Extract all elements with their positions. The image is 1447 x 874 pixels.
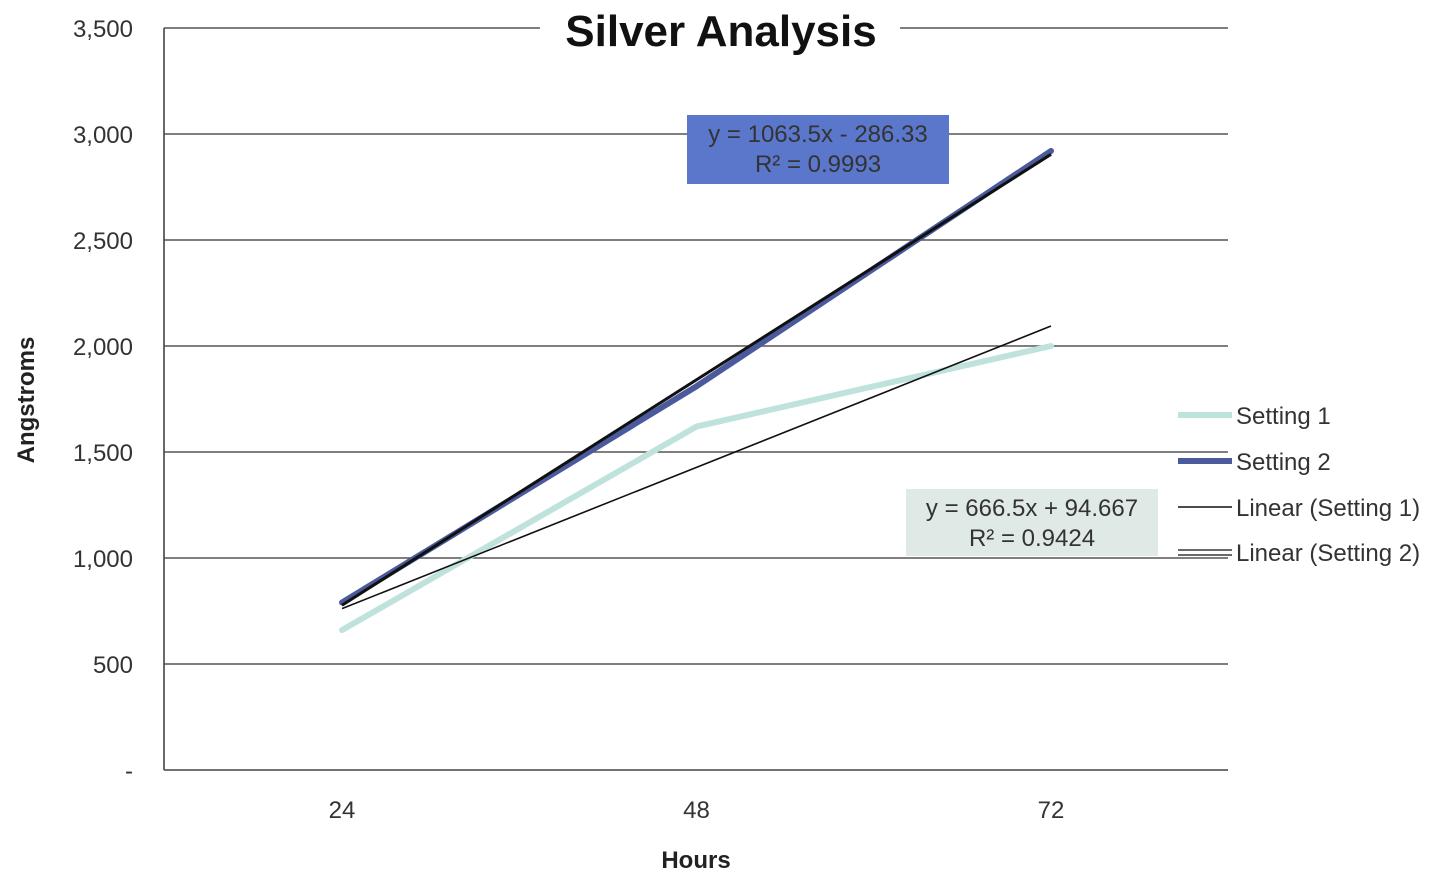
legend-label-setting-2: Setting 2	[1236, 449, 1331, 476]
trendline-equation-setting-1: y = 666.5x + 94.667 R² = 0.9424	[906, 489, 1158, 556]
y-tick-label: 500	[93, 652, 133, 679]
y-tick-label: 2,000	[73, 334, 133, 361]
y-tick-label: -	[125, 758, 133, 785]
legend-label-linear-setting-1: Linear (Setting 1)	[1236, 495, 1420, 522]
axes	[163, 28, 1228, 771]
equation-box-setting-2	[687, 115, 949, 184]
y-tick-label: 2,500	[73, 228, 133, 255]
x-tick-label: 48	[683, 797, 710, 824]
legend-item-setting-1: Setting 1	[1178, 403, 1331, 430]
trendline-linear-setting-2	[341, 153, 1052, 607]
y-axis-title: Angstroms	[13, 337, 40, 464]
legend-item-linear-setting-1: Linear (Setting 1)	[1178, 495, 1420, 522]
legend-item-linear-setting-2: Linear (Setting 2)	[1178, 540, 1420, 567]
legend: Setting 1 Setting 2 Linear (Setting 1) L…	[1178, 403, 1420, 567]
trendline-linear-setting-1	[341, 325, 1052, 610]
legend-label-linear-setting-2: Linear (Setting 2)	[1236, 540, 1420, 567]
x-axis-title: Hours	[661, 847, 730, 874]
y-tick-label: 1,000	[73, 546, 133, 573]
equation-setting-1: y = 666.5x + 94.667	[926, 495, 1138, 522]
y-tick-label: 3,500	[73, 16, 133, 43]
y-tick-label: 3,000	[73, 122, 133, 149]
x-tick-labels: 24 48 72	[329, 797, 1065, 824]
legend-label-setting-1: Setting 1	[1236, 403, 1331, 430]
chart-title: Silver Analysis	[565, 7, 876, 56]
equation-setting-2: y = 1063.5x - 286.33	[708, 121, 928, 148]
x-tick-label: 24	[329, 797, 356, 824]
legend-item-setting-2: Setting 2	[1178, 449, 1331, 476]
trendlines	[341, 153, 1052, 610]
trendline-equation-setting-2: y = 1063.5x - 286.33 R² = 0.9993	[687, 115, 949, 184]
x-tick-label: 72	[1038, 797, 1065, 824]
y-tick-labels: - 500 1,000 1,500 2,000 2,500 3,000 3,500	[73, 16, 133, 785]
r-squared-setting-2: R² = 0.9993	[755, 151, 881, 178]
r-squared-setting-1: R² = 0.9424	[969, 525, 1095, 552]
chart-title-background	[540, 8, 900, 56]
y-tick-label: 1,500	[73, 440, 133, 467]
equation-box-setting-1	[906, 489, 1158, 556]
